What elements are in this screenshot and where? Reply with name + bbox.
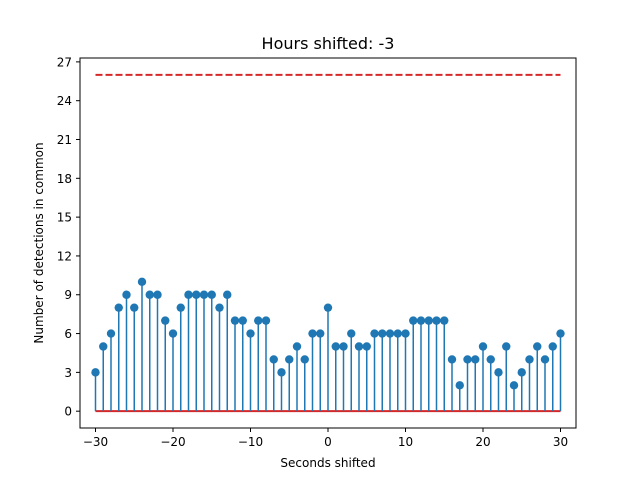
x-tick-label: 0 (324, 435, 332, 449)
y-tick-label: 15 (57, 211, 72, 225)
stem-marker (277, 368, 286, 377)
stem-marker (106, 329, 116, 338)
stem-marker (168, 329, 178, 338)
stem-marker (130, 303, 139, 312)
stem-marker (269, 355, 278, 364)
stem-marker (447, 355, 457, 364)
stem-marker (215, 303, 224, 312)
stem-marker (362, 342, 371, 351)
x-tick-label: 10 (398, 435, 413, 449)
y-tick-label: 3 (64, 366, 72, 380)
y-tick-label: 0 (64, 405, 72, 419)
stem-marker (409, 316, 418, 325)
stem-marker (509, 381, 519, 390)
stems-layer (94, 281, 562, 412)
stem-marker (308, 329, 317, 338)
stem-marker (292, 342, 302, 351)
stem-marker (246, 329, 255, 338)
stem-marker (556, 329, 565, 338)
stem-marker (339, 342, 348, 351)
stem-marker (540, 355, 550, 364)
stem-marker (223, 290, 232, 299)
stem-marker (261, 316, 271, 325)
stem-marker (354, 342, 364, 351)
stem-marker (548, 342, 557, 351)
stem-marker (99, 342, 108, 351)
stem-marker (502, 342, 511, 351)
y-tick-label: 24 (57, 94, 72, 108)
stem-marker (184, 290, 193, 299)
chart-title: Hours shifted: -3 (262, 34, 395, 53)
stem-marker (416, 316, 426, 325)
stem-marker (440, 316, 449, 325)
stem-marker (331, 342, 340, 351)
stem-marker (137, 277, 147, 287)
x-axis-label: Seconds shifted (280, 456, 375, 470)
stem-marker (471, 355, 480, 364)
y-tick-label: 21 (57, 133, 72, 147)
y-tick-label: 6 (64, 327, 72, 341)
stem-marker (207, 290, 216, 299)
stem-marker (401, 329, 410, 338)
stem-marker (486, 355, 495, 364)
stem-marker (478, 342, 488, 351)
stem-marker (91, 368, 100, 377)
stem-marker (316, 329, 325, 338)
y-ticks-layer: 0 3 6 9 12 15 18 21 24 27 (57, 55, 80, 419)
stem-marker (424, 316, 433, 325)
stem-marker (176, 303, 185, 312)
x-ticks-layer: −30 −20 −10 0 10 20 30 (83, 428, 568, 449)
stem-marker (285, 355, 294, 364)
y-tick-label: 18 (57, 172, 72, 186)
y-tick-label: 12 (57, 249, 72, 263)
stem-marker (385, 329, 395, 338)
markers-layer (91, 277, 565, 390)
stem-marker (432, 316, 441, 325)
stem-marker (199, 290, 209, 299)
y-tick-label: 9 (64, 288, 72, 302)
x-tick-label: −10 (238, 435, 263, 449)
stem-marker (517, 368, 526, 377)
stem-marker (300, 355, 309, 364)
stem-marker (378, 329, 387, 338)
stem-marker (230, 316, 240, 325)
stem-marker (393, 329, 402, 338)
stem-marker (533, 342, 542, 351)
stem-marker (153, 290, 162, 299)
stem-marker (254, 316, 263, 325)
stem-marker (145, 290, 154, 299)
stem-marker (370, 329, 379, 338)
x-tick-label: −30 (83, 435, 108, 449)
y-axis-label: Number of detections in common (32, 142, 46, 343)
stem-marker (114, 303, 123, 312)
x-tick-label: 30 (553, 435, 568, 449)
stem-marker (122, 290, 131, 299)
stem-marker (161, 316, 170, 325)
stem-marker (192, 290, 201, 299)
y-tick-label: 27 (57, 55, 72, 69)
x-tick-label: −20 (160, 435, 185, 449)
x-tick-label: 20 (475, 435, 490, 449)
stem-marker (323, 303, 333, 312)
stem-marker (347, 329, 356, 338)
stem-marker (494, 368, 503, 377)
stem-marker (238, 316, 247, 325)
stem-marker (463, 355, 472, 364)
stem-marker (525, 355, 534, 364)
stem-marker (455, 381, 464, 390)
